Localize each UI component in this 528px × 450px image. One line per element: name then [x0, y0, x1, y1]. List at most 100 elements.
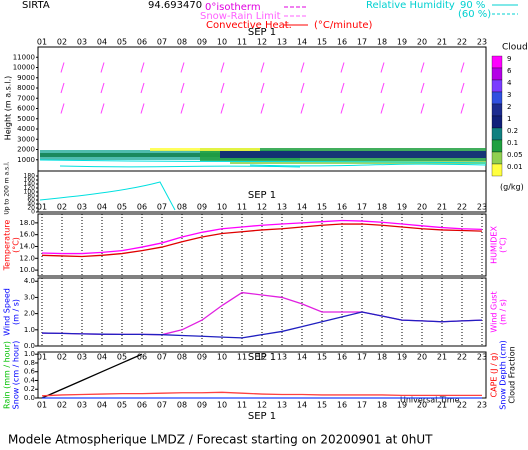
colorbar-swatch: [491, 79, 503, 93]
colorbar-swatch: [491, 91, 503, 105]
y-tick-label: 2.0: [24, 310, 35, 318]
y2-axis-label: HUMIDEX: [490, 226, 499, 264]
colorbar-label: 1: [507, 115, 511, 123]
cloud-layer: [150, 148, 260, 151]
y-tick-label: 4.0: [24, 277, 35, 285]
low-y-tick-label: 100: [24, 189, 36, 196]
y-tick-label: 4000: [17, 125, 35, 133]
hour-label: 21: [437, 38, 447, 47]
hour-label: 04: [97, 353, 107, 362]
hour-label: 15: [317, 38, 327, 47]
colorbar-label: 0.01: [507, 163, 523, 171]
station-code: 94.693470: [148, 0, 202, 11]
colorbar-label: 9: [507, 55, 511, 63]
y-tick-label: 1000: [17, 156, 35, 164]
hour-label: 02: [57, 401, 67, 410]
hour-label: 16: [337, 38, 347, 47]
series-line: [41, 223, 483, 258]
colorbar-swatch: [491, 115, 503, 129]
hour-label: 05: [117, 353, 127, 362]
hour-label: 15: [317, 203, 327, 212]
hour-label: 01: [37, 203, 47, 212]
wind-arrow: [460, 82, 465, 94]
rh-contour: [39, 159, 487, 164]
wind-arrow: [260, 62, 265, 73]
hour-label: 02: [57, 353, 67, 362]
colorbar-label: 3: [507, 91, 511, 99]
wind-arrow: [300, 82, 305, 94]
hour-label: 17: [357, 401, 367, 410]
colorbar-swatch: [491, 139, 503, 153]
y-tick-label: 2000: [17, 146, 35, 154]
hour-label: 04: [97, 38, 107, 47]
wind-arrow: [260, 103, 265, 114]
hour-label: 01: [37, 38, 47, 47]
hour-label: 06: [137, 203, 147, 212]
y-tick-label: 14.0: [19, 242, 35, 250]
wind-arrow: [300, 103, 305, 114]
y-tick-label: 6000: [17, 105, 35, 113]
hour-label: 20: [417, 203, 427, 212]
legend-rh-high: 90 %: [460, 0, 485, 11]
hour-label: 13: [277, 38, 287, 47]
y2-axis-label: CAPE (J / g): [490, 353, 499, 398]
low-y-tick-label: 0: [31, 209, 35, 216]
hour-label: 13: [277, 401, 287, 410]
hour-label: 09: [197, 38, 207, 47]
colorbar-swatch: [491, 127, 503, 141]
colorbar-label: 6: [507, 67, 512, 75]
hour-label: 08: [177, 401, 187, 410]
wind-arrow: [60, 82, 65, 94]
hour-label: 10: [217, 401, 227, 410]
hour-label: 03: [77, 353, 87, 362]
wind-arrow: [380, 62, 385, 73]
colorbar-swatch: [491, 103, 503, 117]
wind-arrow: [100, 62, 105, 73]
y-tick-label: 5000: [17, 115, 35, 123]
hour-label: 01: [37, 401, 47, 410]
hour-label: 03: [77, 38, 87, 47]
hour-label: 20: [417, 401, 427, 410]
y-axis-label: (m / s): [12, 299, 21, 325]
hour-label: 21: [437, 401, 447, 410]
low-y-tick-label: 60: [27, 197, 35, 204]
colorbar-unit: (g/kg): [500, 183, 524, 192]
hour-label: 22: [457, 203, 467, 212]
wind-arrow: [380, 82, 385, 94]
hour-label: 18: [377, 38, 387, 47]
y-tick-label: 12.0: [19, 254, 35, 262]
hour-label: 04: [97, 203, 107, 212]
hour-label: 18: [377, 401, 387, 410]
series-line: [41, 311, 483, 339]
hour-label: 11: [237, 38, 247, 47]
hour-label: 17: [357, 353, 367, 362]
rh-contour: [59, 165, 301, 168]
hour-label: 04: [97, 401, 107, 410]
hour-label: 22: [457, 38, 467, 47]
hour-label: 19: [397, 38, 407, 47]
hour-label: 06: [137, 401, 147, 410]
hour-label: 15: [317, 401, 327, 410]
footer: Modele Atmospherique LMDZ / Forecast sta…: [8, 433, 433, 447]
wind-arrow: [260, 82, 265, 94]
hour-label: 17: [357, 203, 367, 212]
colorbar-label: 0.05: [507, 151, 523, 159]
wind-arrow: [460, 103, 465, 114]
wind-arrow: [140, 103, 145, 114]
hour-label: 02: [57, 203, 67, 212]
colorbar-label: 2: [507, 103, 511, 111]
hour-label: 13: [277, 353, 287, 362]
hour-label: 03: [77, 401, 87, 410]
wind-arrow: [100, 103, 105, 114]
series-line: [41, 391, 482, 397]
y-tick-label: 3.0: [24, 293, 35, 301]
wind-arrow: [220, 82, 225, 94]
y-tick-label: 11000: [13, 53, 35, 61]
wind-arrow: [180, 82, 185, 94]
hour-label: 05: [117, 38, 127, 47]
legend-convective-unit: (°C/minute): [314, 20, 373, 31]
y2-axis-label: Snow Depth (cm): [499, 340, 508, 409]
wind-arrow: [60, 62, 65, 73]
y2-axis-label: Cloud Fraction: [508, 346, 517, 403]
series-line: [41, 353, 143, 399]
